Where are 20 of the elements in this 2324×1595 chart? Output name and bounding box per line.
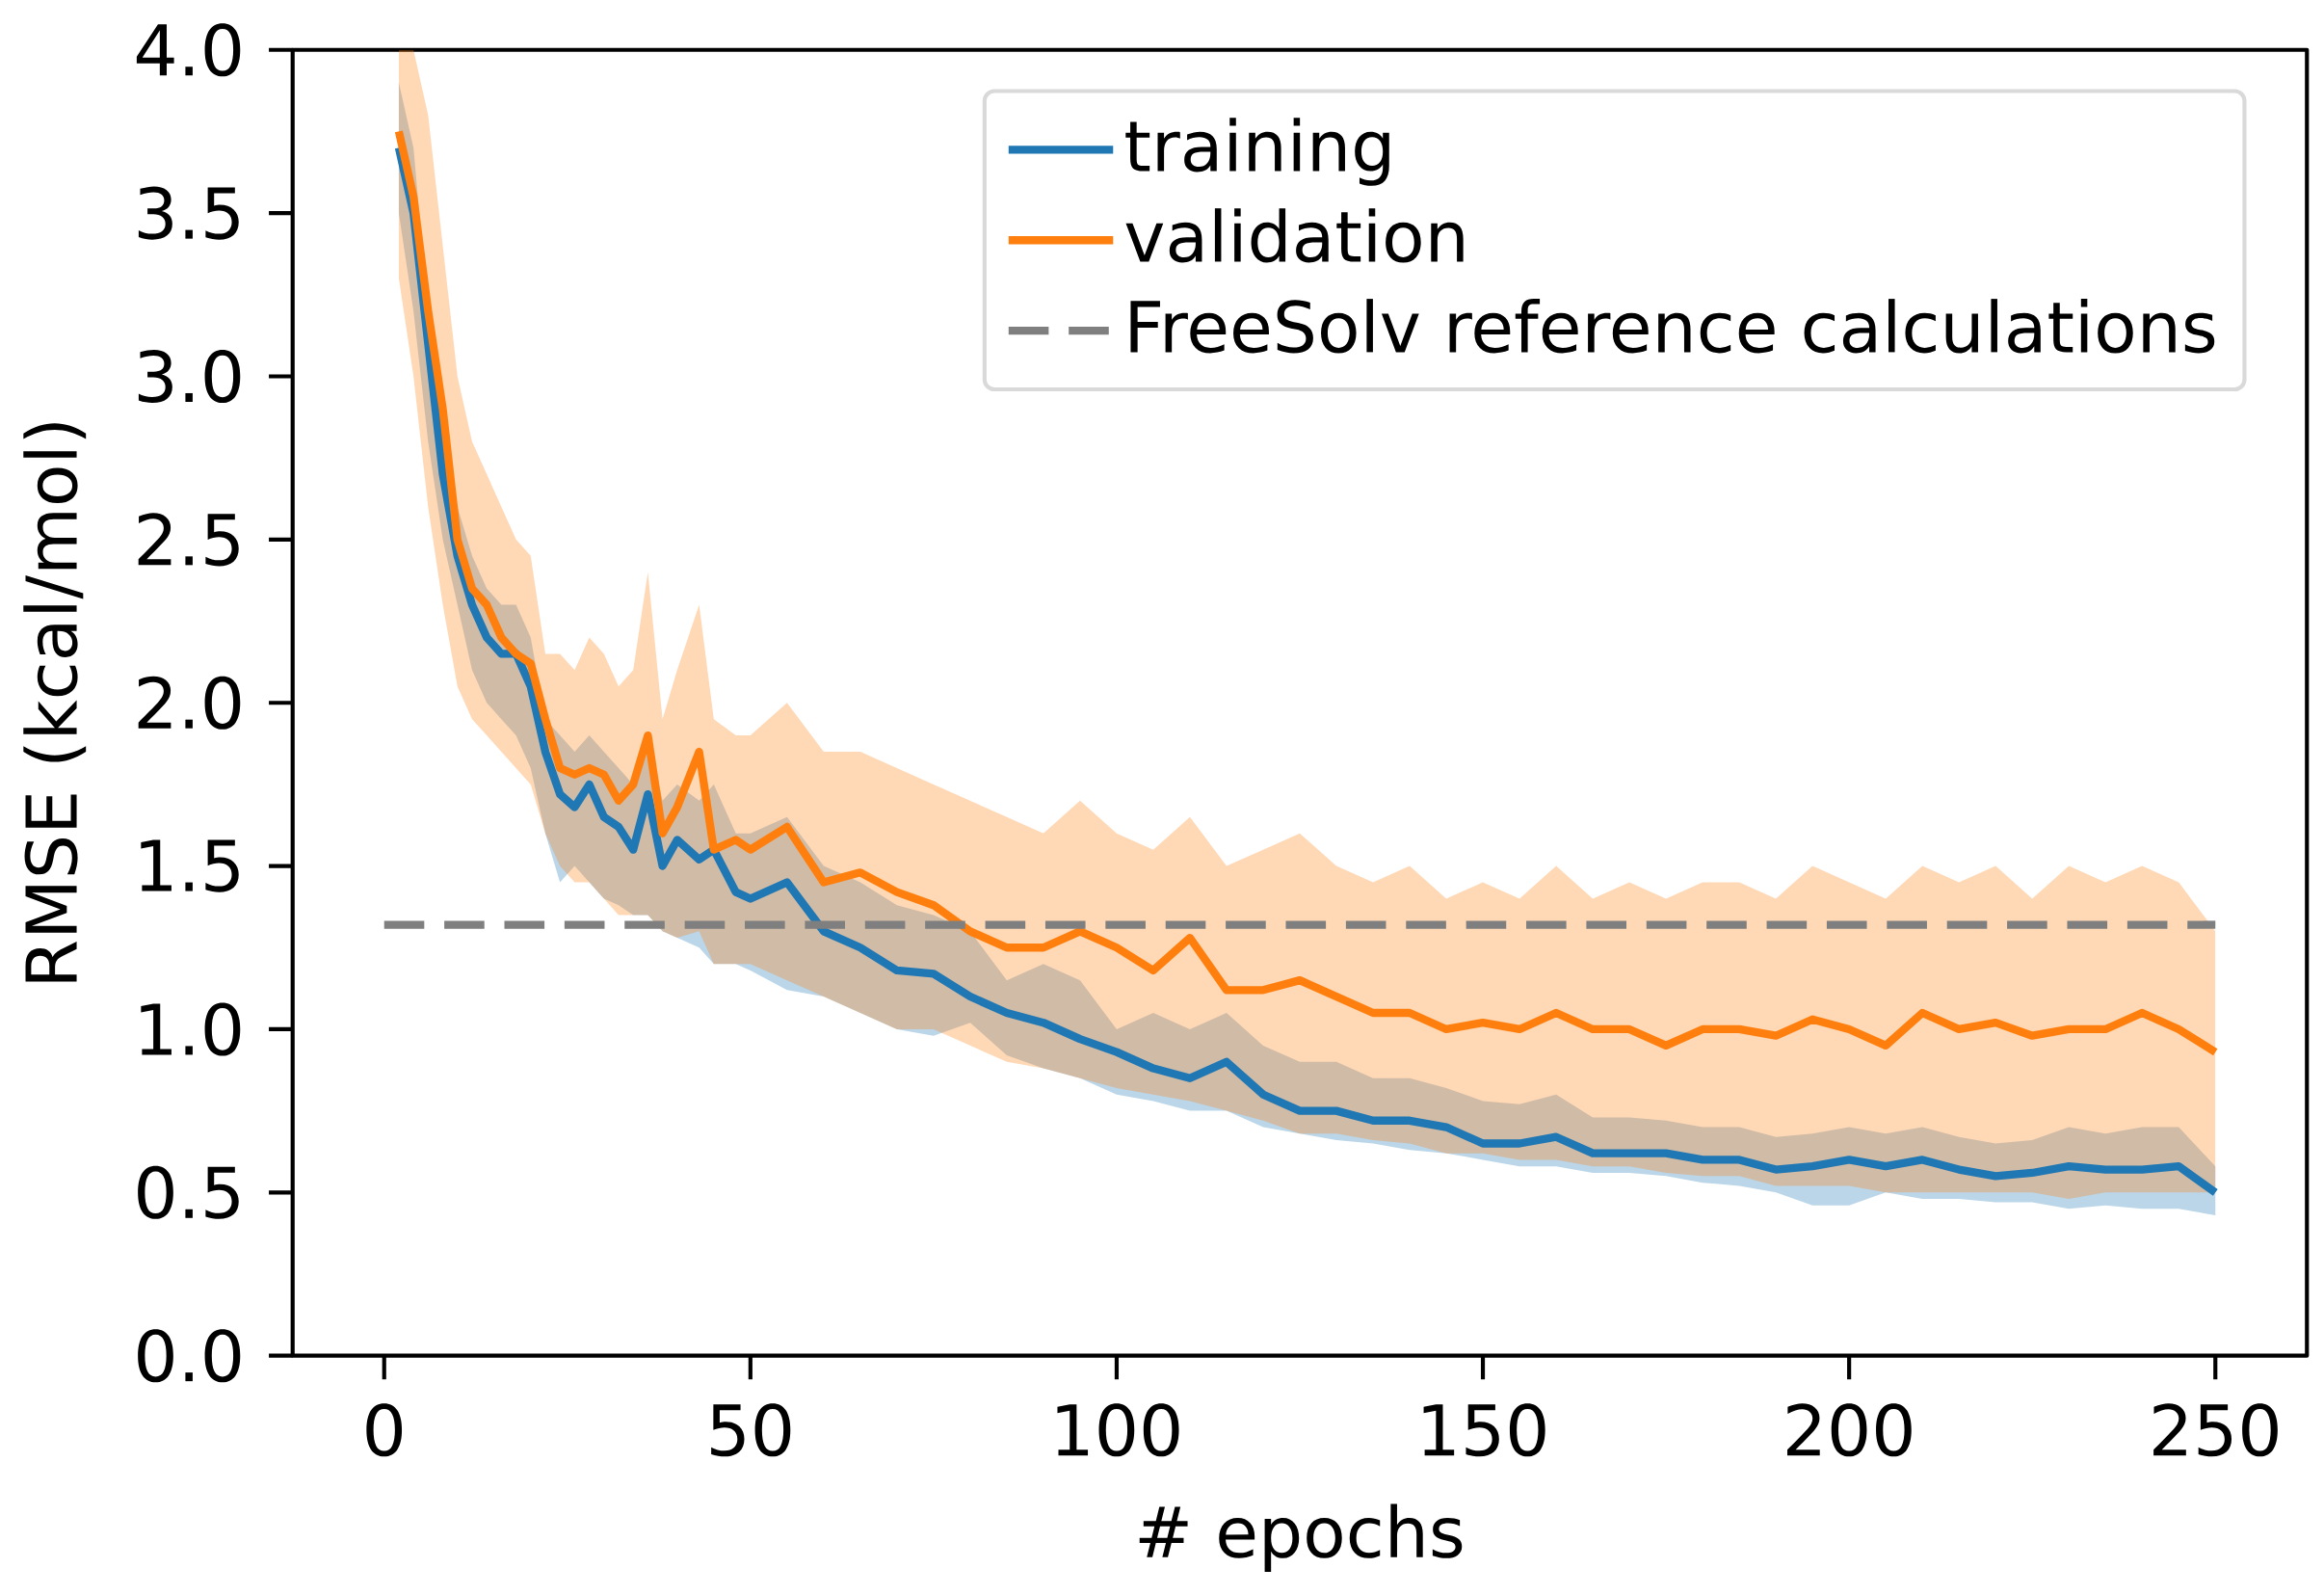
- legend-label: training: [1125, 118, 1389, 186]
- x-tick-label: 200: [1787, 1403, 1912, 1457]
- x-axis-title: # epochs: [1139, 1503, 1463, 1572]
- x-tick-label: 0: [366, 1403, 403, 1457]
- x-tick-label: 250: [2153, 1403, 2278, 1457]
- y-tick-label: 0.5: [138, 1165, 239, 1219]
- y-axis-title: RMSE (kcal/mol): [23, 423, 87, 982]
- legend-label: validation: [1125, 208, 1464, 263]
- y-tick-label: 2.5: [138, 513, 239, 567]
- x-tick-label: 50: [711, 1403, 791, 1457]
- x-tick-label: 150: [1423, 1403, 1545, 1457]
- y-tick-label: 0.0: [138, 1329, 241, 1383]
- y-tick-label: 1.0: [141, 1002, 241, 1056]
- y-tick-label: 3.0: [138, 349, 241, 403]
- y-tick-label: 3.5: [138, 186, 239, 240]
- legend-label: FreeSolv reference calculations: [1130, 299, 2215, 354]
- y-tick-label: 4.0: [136, 23, 241, 77]
- x-tick-label: 100: [1057, 1403, 1179, 1457]
- y-tick-label: 2.0: [138, 676, 241, 730]
- y-tick-label: 1.5: [141, 839, 239, 892]
